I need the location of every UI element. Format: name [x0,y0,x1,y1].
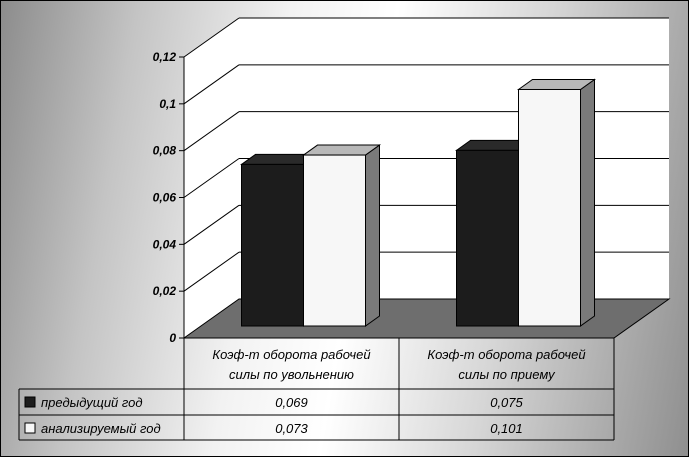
gridline-side [183,204,240,245]
bar-front [518,88,581,327]
bar-0-1 [301,144,382,327]
y-tick-label: 0,06 [153,191,177,205]
category-label: Коэф-т оборота рабочей [427,347,585,362]
gridline-side [183,251,240,292]
gridline-side [183,17,240,58]
bar-front [303,154,366,327]
legend-label: предыдущий год [41,395,143,410]
data-value: 0,075 [490,395,523,410]
gridline-side [183,64,240,105]
bar-side [365,144,380,327]
data-table: Коэф-т оборота рабочей силы по увольнению… [18,337,615,441]
y-tick-label: 0,08 [153,144,177,158]
y-axis-ticks: 0 0,02 0,04 0,06 0,08 0,1 0,12 [153,50,184,345]
bar-front [241,163,304,327]
category-label: Коэф-т оборота рабочей [212,347,370,362]
data-value: 0,069 [275,395,308,410]
bar-front [456,149,519,327]
gridline-side [183,158,240,198]
legend-label: анализируемый год [41,421,161,436]
bar-side [580,78,595,327]
category-label: силы по увольнению [229,367,354,382]
bar-1-1 [516,78,597,327]
y-tick-label: 0,1 [159,97,176,111]
data-value: 0,101 [490,421,523,436]
bars [239,78,597,327]
gridline-side [183,111,240,152]
data-value: 0,073 [275,421,308,436]
bar-top [516,78,597,90]
bar-top [301,144,382,156]
y-tick-label: 0 [169,331,176,345]
y-tick-label: 0,02 [153,284,177,298]
y-tick-label: 0,04 [153,237,177,251]
legend-key [24,396,36,408]
y-tick-label: 0,12 [153,50,177,64]
category-label: силы по приему [458,367,556,382]
legend-key [24,422,36,434]
